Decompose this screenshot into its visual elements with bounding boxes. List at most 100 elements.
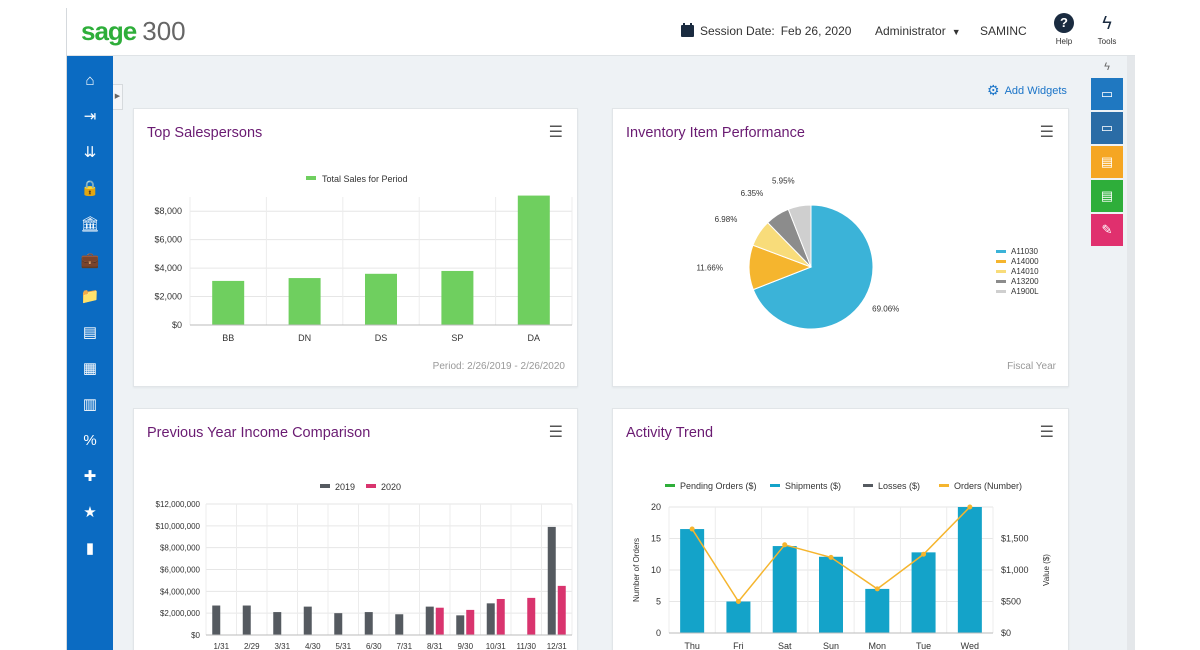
pie-slice — [787, 204, 812, 268]
slice-value-label: 11.66% — [696, 264, 723, 273]
x-tick-label: 5/31 — [335, 642, 351, 650]
x-tick-label: Thu — [684, 641, 700, 650]
widget-title: Previous Year Income Comparison — [147, 425, 371, 441]
x-tick-label: 1/31 — [213, 642, 229, 650]
tools-button[interactable]: ϟ Tools — [1094, 13, 1120, 46]
sales-chart: Total Sales for Period $0 $2,000 $4,000 $6,0… — [154, 174, 573, 343]
legend-label: A1900L — [1011, 287, 1039, 296]
widget-income-comparison: Previous Year Income Comparison ☰ 2019 20… — [133, 408, 578, 650]
briefcase-icon[interactable]: 💼 — [80, 252, 100, 269]
right-toolbar: ϟ ▭ ▭ ▤ ▤ ✎ — [1089, 56, 1125, 650]
import-icon[interactable]: ⇊ — [83, 144, 97, 161]
x-tick-label: Fri — [733, 641, 744, 650]
y-tick-label: $6,000,000 — [160, 566, 201, 575]
company-name[interactable]: SAMINC — [980, 24, 1027, 38]
x-tick-label: 3/31 — [274, 642, 290, 650]
bar-2019 — [334, 613, 343, 635]
shipment-bar — [911, 552, 936, 633]
legend-swatch — [665, 484, 675, 487]
percent-icon[interactable]: % — [83, 431, 97, 449]
inventory-icon[interactable]: ▤ — [82, 324, 98, 341]
legend-swatch — [939, 484, 949, 487]
lightning-icon: ϟ — [1104, 61, 1110, 73]
star-icon[interactable]: ★ — [83, 504, 97, 521]
bar-2019 — [395, 614, 404, 635]
session-date[interactable]: Session Date: Feb 26, 2020 — [681, 23, 851, 38]
slice-value-label: 6.35% — [741, 189, 764, 198]
y-tick-label: $6,000 — [154, 235, 182, 245]
settings-puzzle-icon[interactable]: ✚ — [83, 468, 97, 485]
legend-swatch — [863, 484, 873, 487]
widget-title: Top Salespersons — [147, 125, 263, 141]
user-menu[interactable]: Administrator ▼ — [875, 24, 961, 38]
orders-point — [735, 599, 741, 604]
x-tick-label: DN — [298, 333, 311, 343]
y-tick-label: $2,000 — [154, 292, 182, 302]
orders-point — [828, 554, 834, 560]
y-tick-label: $10,000,000 — [156, 522, 201, 531]
x-tick-label: 12/31 — [547, 642, 568, 650]
report-green-icon[interactable]: ▤ — [1091, 180, 1123, 212]
document-icon[interactable]: ▦ — [82, 360, 98, 377]
export-icon[interactable]: ⇥ — [83, 108, 97, 125]
add-widgets-button[interactable]: ⚙ Add Widgets — [987, 82, 1067, 99]
legend-label: A14010 — [1011, 267, 1039, 276]
scrollbar[interactable] — [1127, 56, 1135, 650]
y2-axis-label: Value ($) — [1042, 554, 1051, 586]
bar-chart-icon[interactable]: ▮ — [85, 540, 95, 557]
widget-title: Inventory Item Performance — [626, 125, 805, 141]
shipment-bar — [865, 588, 890, 633]
sidebar-nav: ⌂ ⇥ ⇊ 🔒 🏛 💼 📁 ▤ ▦ ▥% ✚ ★ ▮ — [67, 56, 113, 650]
slice-value-label: 6.98% — [715, 215, 738, 224]
bank-icon[interactable]: 🏛 — [80, 216, 100, 233]
legend-label: A13200 — [1011, 277, 1039, 286]
legend-label: 2019 — [335, 482, 355, 492]
hamburger-menu-icon[interactable]: ☰ — [1039, 424, 1054, 441]
legend-swatch — [996, 290, 1006, 293]
legend-label: Losses ($) — [878, 481, 920, 491]
sidebar-expand-handle[interactable]: ▶ — [113, 84, 123, 110]
y-tick-label: $0 — [191, 631, 200, 640]
y2-tick-label: $1,500 — [1001, 534, 1029, 544]
legend-swatch — [366, 484, 376, 488]
y2-tick-label: $500 — [1001, 597, 1021, 607]
y-tick-label: 0 — [656, 628, 661, 638]
legend-label: Pending Orders ($) — [680, 481, 757, 491]
shipment-bar — [726, 601, 751, 633]
bar — [212, 280, 245, 325]
slice-value-label: 5.95% — [772, 177, 795, 186]
bar-2019 — [303, 606, 312, 635]
x-tick-label: Sun — [823, 641, 839, 650]
screen-clock-icon[interactable]: ▭ — [1091, 112, 1123, 144]
bar — [288, 278, 321, 325]
hamburger-menu-icon[interactable]: ☰ — [548, 124, 563, 141]
hamburger-menu-icon[interactable]: ☰ — [548, 424, 563, 441]
legend-swatch — [996, 260, 1006, 263]
y2-tick-label: $0 — [1001, 628, 1011, 638]
x-tick-label: 10/31 — [486, 642, 507, 650]
folder-icon[interactable]: 📁 — [80, 288, 100, 305]
bar-2020 — [435, 607, 444, 635]
logo-version: 300 — [142, 16, 186, 46]
y-tick-label: 10 — [651, 565, 661, 575]
lock-icon[interactable]: 🔒 — [80, 180, 100, 197]
help-icon: ? — [1054, 13, 1074, 33]
orders-point — [874, 586, 880, 592]
legend-swatch — [996, 250, 1006, 253]
x-tick-label: 7/31 — [396, 642, 412, 650]
x-tick-label: 2/29 — [244, 642, 260, 650]
bar-2019 — [456, 615, 465, 635]
x-tick-label: SP — [451, 333, 463, 343]
report-orange-icon[interactable]: ▤ — [1091, 146, 1123, 178]
shipment-bar — [819, 556, 843, 633]
legend-swatch — [996, 280, 1006, 283]
ledger-icon[interactable]: ▥ — [82, 396, 98, 413]
help-button[interactable]: ? Help — [1052, 13, 1076, 46]
session-label: Session Date: — [700, 24, 775, 38]
sage-logo[interactable]: sage 300 — [81, 16, 186, 47]
y-tick-label: $4,000,000 — [160, 587, 201, 596]
hamburger-menu-icon[interactable]: ☰ — [1039, 124, 1054, 141]
screen-settings-icon[interactable]: ▭ — [1091, 78, 1123, 110]
pen-icon[interactable]: ✎ — [1091, 214, 1123, 246]
home-icon[interactable]: ⌂ — [85, 71, 95, 89]
